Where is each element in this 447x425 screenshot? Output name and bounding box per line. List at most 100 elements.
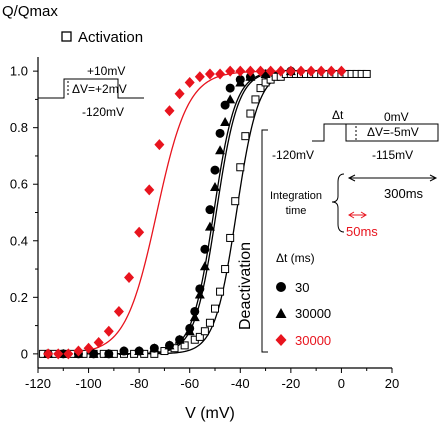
- data-point-diamond: [245, 65, 256, 77]
- data-point-triangle: [164, 340, 175, 350]
- deactivation-protocol-inset: Δt 0mV ΔV=-5mV -120mV -115mV Integration…: [270, 108, 439, 239]
- red-duration-arrow-right-head: [360, 211, 367, 219]
- activation-protocol-trace: [38, 78, 144, 99]
- data-point-diamond: [134, 226, 145, 238]
- data-point-diamond: [326, 65, 337, 77]
- data-point-triangle: [235, 77, 246, 87]
- data-point-triangle: [260, 68, 271, 78]
- deactivation-legend-bracket: [261, 129, 268, 353]
- data-point-triangle: [225, 94, 236, 104]
- x-tick-label: -120: [25, 376, 51, 391]
- deactivation-step-label: ΔV=-5mV: [367, 125, 419, 139]
- data-point-triangle: [199, 261, 210, 271]
- black-duration-arrow-left-head: [347, 174, 356, 182]
- data-point-diamond: [113, 305, 124, 317]
- data-point-diamond: [225, 65, 236, 77]
- legend-label-30000-red: 30000: [295, 333, 331, 348]
- data-point-circle: [190, 306, 200, 316]
- data-point-square: [160, 347, 169, 356]
- data-point-circle: [225, 83, 235, 93]
- integration-label-line2: time: [286, 205, 307, 217]
- data-point-square: [205, 318, 214, 327]
- x-tick-label: -40: [231, 376, 250, 391]
- y-tick-label: 0.4: [10, 233, 28, 248]
- y-axis-label: Q/Qmax: [2, 3, 58, 20]
- data-point-circle: [195, 284, 205, 294]
- deactivation-dt-label: Δt: [332, 108, 344, 122]
- data-point-circle: [200, 244, 210, 254]
- activation-top-voltage-label: +10mV: [87, 64, 125, 78]
- data-point-square: [256, 84, 265, 93]
- data-point-diamond: [204, 68, 215, 80]
- data-point-square: [236, 163, 245, 172]
- data-point-square: [195, 332, 204, 341]
- legend-activation-label: Activation: [78, 29, 143, 46]
- data-point-diamond: [306, 65, 317, 77]
- data-point-square: [180, 341, 189, 350]
- x-tick-label: -60: [180, 376, 199, 391]
- data-point-diamond: [215, 68, 226, 80]
- data-point-triangle: [184, 326, 195, 336]
- y-ticks: 0 0.2 0.4 0.6 0.8 1.0: [10, 64, 38, 361]
- data-point-diamond: [103, 325, 114, 337]
- data-point-diamond: [144, 184, 155, 196]
- data-point-triangle: [118, 346, 129, 356]
- data-point-square: [211, 304, 219, 313]
- data-point-diamond: [285, 65, 296, 77]
- activation-step-label: ΔV=+2mV: [72, 82, 127, 96]
- y-tick-label: 0.6: [10, 177, 28, 192]
- legend-marker-30-circle: [276, 282, 286, 292]
- y-tick-label: 0.8: [10, 120, 28, 135]
- data-point-diamond: [73, 345, 84, 357]
- activation-protocol-inset: +10mV ΔV=+2mV -120mV: [38, 64, 144, 119]
- data-point-diamond: [53, 348, 64, 360]
- data-point-triangle: [174, 334, 185, 344]
- data-point-diamond: [124, 272, 135, 284]
- data-point-diamond: [83, 342, 94, 354]
- data-point-triangle: [189, 312, 200, 322]
- y-tick-label: 1.0: [10, 64, 28, 79]
- deactivation-end-voltage-label: -115mV: [372, 148, 413, 162]
- data-point-triangle: [103, 348, 114, 358]
- data-point-square: [231, 197, 240, 206]
- data-point-diamond: [336, 65, 347, 77]
- data-point-square: [216, 287, 225, 296]
- activation-bottom-voltage-label: -120mV: [82, 105, 124, 119]
- data-point-square: [246, 109, 255, 118]
- data-point-diamond: [275, 65, 286, 77]
- y-tick-label: 0.2: [10, 290, 28, 305]
- x-tick-label: -20: [281, 376, 300, 391]
- data-point-diamond: [295, 65, 306, 77]
- data-point-diamond: [235, 65, 246, 77]
- data-point-triangle: [194, 289, 205, 299]
- data-point-square: [226, 233, 235, 242]
- data-point-square: [362, 69, 371, 78]
- data-point-circle: [215, 128, 225, 138]
- legend-label-30: 30: [295, 280, 309, 295]
- black-duration-arrow-right-head: [429, 174, 438, 182]
- data-point-triangle: [220, 117, 231, 127]
- x-tick-label: 0: [338, 376, 345, 391]
- data-point-diamond: [63, 348, 74, 360]
- axes: [37, 57, 392, 369]
- data-point-diamond: [154, 139, 165, 151]
- data-point-diamond: [174, 88, 185, 100]
- data-point-diamond: [255, 65, 266, 77]
- data-point-circle: [205, 205, 215, 215]
- x-ticks: -120 -100 -80 -60 -40 -20 0 20: [25, 368, 399, 391]
- data-point-circle: [210, 165, 220, 175]
- data-point-diamond: [194, 71, 205, 83]
- x-tick-label: -80: [130, 376, 149, 391]
- data-point-diamond: [184, 76, 195, 88]
- legend-activation-square-marker: [61, 31, 72, 42]
- y-tick-label: 0: [21, 346, 28, 361]
- data-point-diamond: [265, 65, 276, 77]
- data-point-diamond: [43, 348, 54, 360]
- data-point-triangle: [149, 343, 160, 353]
- x-tick-label: -100: [76, 376, 102, 391]
- data-point-triangle: [215, 145, 226, 155]
- deactivation-hold-voltage-label: 0mV: [384, 110, 409, 124]
- data-point-diamond: [164, 105, 175, 117]
- data-point-triangle: [210, 182, 220, 192]
